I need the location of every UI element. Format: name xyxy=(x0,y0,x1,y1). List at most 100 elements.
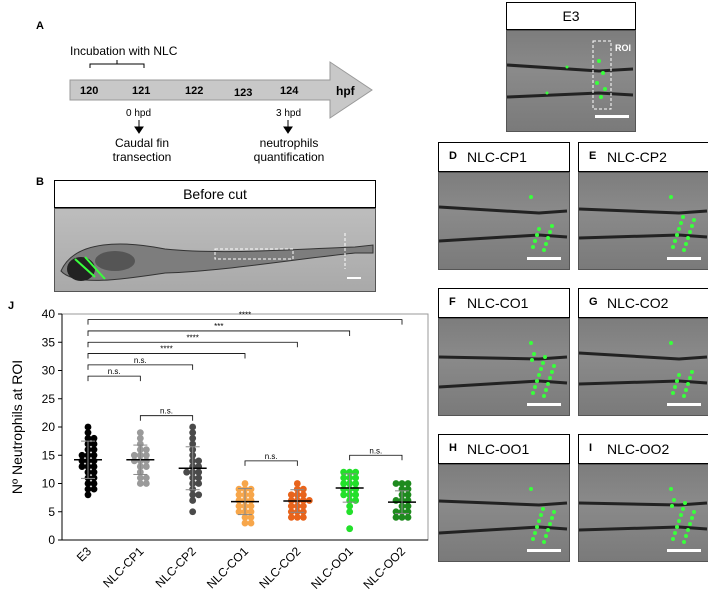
tick-121: 121 xyxy=(132,85,151,97)
panel-i-title: I NLC-OO2 xyxy=(578,434,708,464)
data-point xyxy=(235,485,243,493)
significance-bracket xyxy=(87,319,403,325)
data-point xyxy=(235,502,243,510)
panel-f-title: F NLC-CO1 xyxy=(438,288,570,318)
data-point xyxy=(352,474,360,482)
data-point xyxy=(195,474,203,482)
data-point xyxy=(247,519,255,527)
data-point xyxy=(84,480,92,487)
data-point xyxy=(346,525,354,533)
significance-bracket xyxy=(244,460,298,466)
data-point xyxy=(352,491,360,499)
event2-line2: quantification xyxy=(253,150,325,164)
data-point xyxy=(195,457,203,465)
data-point xyxy=(241,514,249,521)
x-tick-label: NLC-CP1 xyxy=(100,544,146,590)
event2-line1: neutrophils xyxy=(259,136,319,150)
data-point xyxy=(247,485,255,493)
data-point xyxy=(142,451,150,459)
data-point xyxy=(130,451,138,459)
incubation-label: Incubation with NLC xyxy=(70,44,178,58)
significance-label: n.s. xyxy=(265,452,278,461)
data-point xyxy=(84,485,92,493)
data-point xyxy=(392,480,400,487)
tick-124: 124 xyxy=(280,85,299,97)
data-point xyxy=(287,508,295,516)
data-point xyxy=(299,491,307,499)
data-point xyxy=(142,474,150,482)
data-point xyxy=(287,502,295,510)
panel-e-title-text: NLC-CP2 xyxy=(607,149,667,165)
panel-i-image xyxy=(578,464,708,562)
panel-c-title: E3 xyxy=(506,2,636,30)
panel-g-letter: G xyxy=(589,296,598,308)
data-point xyxy=(241,480,249,487)
data-point xyxy=(340,491,348,499)
data-point xyxy=(340,480,348,487)
significance-bracket xyxy=(87,364,194,370)
data-point xyxy=(195,468,203,476)
event2-time: 3 hpd xyxy=(276,108,302,119)
significance-bracket xyxy=(87,353,246,359)
data-point xyxy=(247,508,255,516)
data-point xyxy=(241,519,249,527)
data-point xyxy=(247,514,255,521)
data-point xyxy=(136,440,144,448)
y-tick-label: 40 xyxy=(42,307,56,321)
panel-a-letter: A xyxy=(36,20,44,32)
data-point xyxy=(299,502,307,510)
data-point xyxy=(189,440,197,448)
panel-b-letter: B xyxy=(36,176,44,188)
data-point xyxy=(195,480,203,487)
x-tick-label: NLC-CP2 xyxy=(153,544,199,590)
data-point xyxy=(287,491,295,499)
panel-e-letter: E xyxy=(589,150,597,162)
panel-g-title: G NLC-CO2 xyxy=(578,288,708,318)
data-point xyxy=(189,423,197,431)
panel-c-title-text: E3 xyxy=(562,8,580,24)
tick-122: 122 xyxy=(185,85,204,97)
data-point xyxy=(404,480,412,487)
panel-g-title-text: NLC-CO2 xyxy=(607,295,669,311)
data-point xyxy=(142,480,150,487)
significance-bracket xyxy=(139,415,194,421)
y-tick-label: 10 xyxy=(42,477,56,491)
data-point xyxy=(293,480,301,487)
panel-h-title: H NLC-OO1 xyxy=(438,434,570,464)
panel-e-title: E NLC-CP2 xyxy=(578,142,708,172)
significance-label: n.s. xyxy=(134,356,147,365)
y-axis-label: Nº Neutrophils at ROI xyxy=(9,360,25,494)
x-tick-label: E3 xyxy=(74,544,95,565)
data-point xyxy=(404,491,412,499)
y-tick-label: 5 xyxy=(48,505,55,519)
data-point xyxy=(352,497,360,504)
data-point xyxy=(299,508,307,516)
data-point xyxy=(142,463,150,470)
event1-label: Caudal fin transection xyxy=(112,136,172,164)
x-tick-label: NLC-OO1 xyxy=(308,544,356,592)
y-tick-label: 20 xyxy=(42,420,56,434)
data-point xyxy=(235,508,243,516)
y-tick-label: 30 xyxy=(42,364,56,378)
panel-i-letter: I xyxy=(589,442,593,454)
data-point xyxy=(84,429,92,437)
significance-bracket xyxy=(87,375,141,382)
panel-b-title: Before cut xyxy=(54,180,376,208)
significance-label: *** xyxy=(214,322,223,331)
data-point xyxy=(78,463,86,470)
data-point xyxy=(84,491,92,499)
panel-f-title-text: NLC-CO1 xyxy=(467,295,529,311)
y-tick-label: 25 xyxy=(42,392,56,406)
data-point xyxy=(247,502,255,510)
event2-label: neutrophils quantification xyxy=(244,136,334,164)
tick-120: 120 xyxy=(80,85,99,97)
panel-h-image xyxy=(438,464,570,562)
data-point xyxy=(183,468,191,476)
data-point xyxy=(90,485,98,493)
data-point xyxy=(293,485,301,493)
data-point xyxy=(84,423,92,431)
data-point xyxy=(346,508,354,516)
data-point xyxy=(90,468,98,476)
data-point xyxy=(398,514,406,521)
